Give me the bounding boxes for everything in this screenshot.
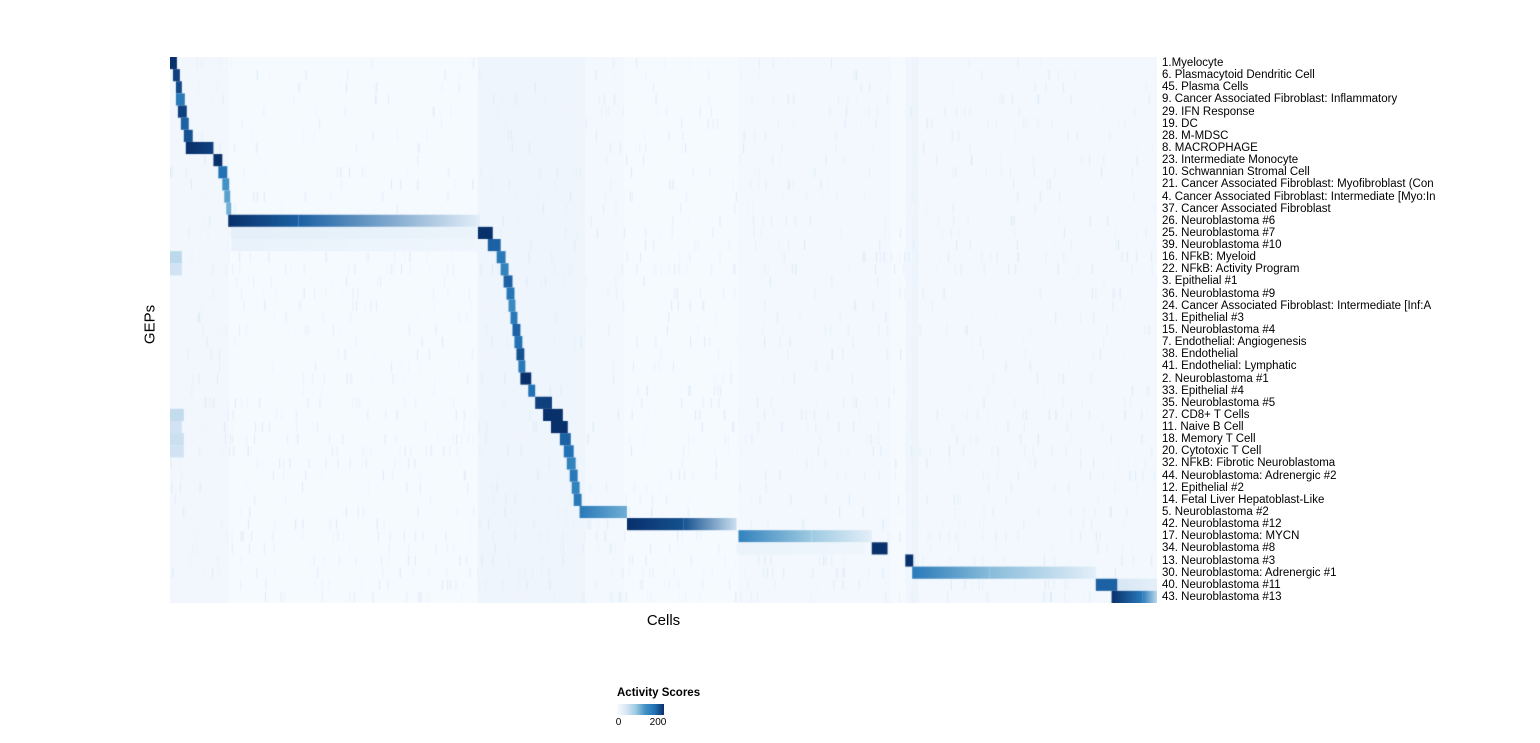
row-label: 27. CD8+ T Cells (1162, 408, 1250, 421)
row-label: 21. Cancer Associated Fibroblast: Myofib… (1162, 178, 1434, 191)
row-label: 36. Neuroblastoma #9 (1162, 287, 1276, 300)
row-label: 32. NFkB: Fibrotic Neuroblastoma (1162, 457, 1336, 470)
row-label: 10. Schwannian Stromal Cell (1162, 166, 1310, 179)
legend-gradient-bar (617, 704, 664, 715)
row-label: 33. Epithelial #4 (1162, 384, 1244, 397)
row-label: 15. Neuroblastoma #4 (1162, 324, 1276, 336)
row-label: 4. Cancer Associated Fibroblast: Interme… (1162, 190, 1436, 203)
row-label: 6. Plasmacytoid Dendritic Cell (1162, 69, 1315, 82)
row-label: 38. Endothelial (1162, 348, 1239, 361)
row-label: 44. Neuroblastoma: Adrenergic #2 (1162, 469, 1337, 482)
row-label: 30. Neuroblastoma: Adrenergic #1 (1162, 566, 1337, 579)
row-label: 39. Neuroblastoma #10 (1162, 239, 1282, 252)
legend-tick-min: 0 (615, 717, 622, 728)
row-label: 13. Neuroblastoma #3 (1162, 554, 1276, 567)
row-label: 19. DC (1162, 117, 1198, 130)
row-label: 37. Cancer Associated Fibroblast (1162, 202, 1331, 215)
row-label: 40. Neuroblastoma #11 (1162, 578, 1281, 591)
row-label: 17. Neuroblastoma: MYCN (1162, 530, 1300, 543)
row-label: 35. Neuroblastoma #5 (1162, 396, 1276, 409)
row-label: 31. Epithelial #3 (1162, 311, 1244, 324)
x-axis-label: Cells (646, 612, 681, 629)
row-label: 34. Neuroblastoma #8 (1162, 542, 1276, 555)
row-label: 26. Neuroblastoma #6 (1162, 214, 1276, 227)
row-label: 42. Neuroblastoma #12 (1162, 518, 1282, 531)
row-label: 22. NFkB: Activity Program (1162, 263, 1300, 276)
row-label: 5. Neuroblastoma #2 (1162, 506, 1269, 518)
row-label: 9. Cancer Associated Fibroblast: Inflamm… (1162, 93, 1398, 106)
row-label: 11. Naive B Cell (1162, 421, 1244, 434)
row-label: 28. M-MDSC (1162, 129, 1229, 142)
row-label: 25. Neuroblastoma #7 (1162, 226, 1276, 239)
row-label: 7. Endothelial: Angiogenesis (1162, 336, 1307, 349)
row-label: 12. Epithelial #2 (1162, 481, 1244, 494)
legend-ticks: 0 200 (615, 717, 667, 731)
legend-title: Activity Scores (617, 687, 701, 699)
y-axis-label: GEPs (141, 304, 159, 345)
row-label: 43. Neuroblastoma #13 (1162, 590, 1282, 603)
row-label: 8. MACROPHAGE (1162, 142, 1258, 154)
row-label: 14. Fetal Liver Hepatoblast-Like (1162, 493, 1325, 506)
row-label: 45. Plasma Cells (1162, 81, 1249, 94)
row-label: 1.Myelocyte (1162, 57, 1224, 70)
row-label: 20. Cytotoxic T Cell (1162, 445, 1262, 458)
row-label: 16. NFkB: Myeloid (1162, 251, 1256, 264)
heatmap-canvas (170, 57, 1157, 603)
colorbar-legend: Activity Scores 0 200 (615, 687, 737, 731)
row-label: 23. Intermediate Monocyte (1162, 154, 1299, 167)
legend-tick-max: 200 (649, 717, 667, 728)
row-label: 2. Neuroblastoma #1 (1162, 372, 1269, 385)
row-label: 29. IFN Response (1162, 105, 1255, 118)
row-labels-column: 1.Myelocyte 6. Plasmacytoid Dendritic Cel… (1162, 57, 1540, 603)
row-label: 18. Memory T Cell (1162, 433, 1256, 446)
row-label: 3. Epithelial #1 (1162, 275, 1238, 288)
row-label: 24. Cancer Associated Fibroblast: Interm… (1162, 299, 1432, 312)
row-label: 41. Endothelial: Lymphatic (1162, 360, 1297, 373)
